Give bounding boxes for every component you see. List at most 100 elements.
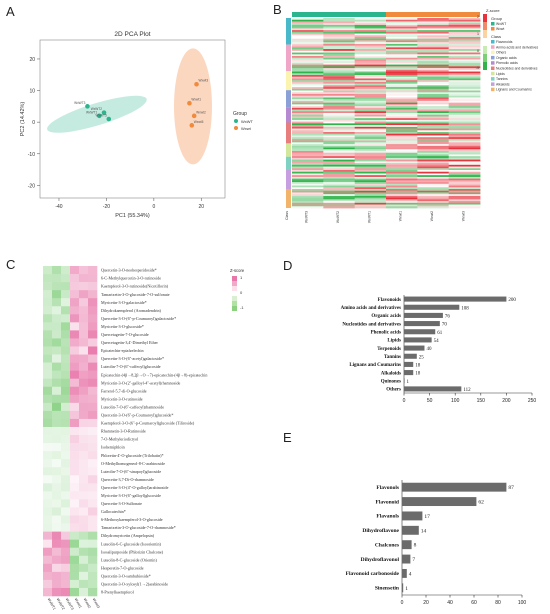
heatmap-cell xyxy=(417,56,450,59)
heatmap-cell xyxy=(448,142,481,145)
heatmap-cell xyxy=(354,90,387,93)
heatmap-cell xyxy=(323,52,356,55)
row-label: Epicatechin-(4β→8,2β→O→7)-epicatechin-(4… xyxy=(101,372,207,378)
heatmap-cell xyxy=(88,435,98,444)
heatmap-cell xyxy=(386,62,418,66)
heatmap-cell xyxy=(292,95,324,98)
heatmap-cell xyxy=(386,135,418,138)
heatmap-cell xyxy=(354,71,387,74)
heatmap-cell xyxy=(354,154,387,157)
column-label: Wxwt3 xyxy=(92,598,101,609)
heatmap-cell xyxy=(79,491,89,500)
heatmap-cell xyxy=(354,170,387,173)
heatmap-cell xyxy=(323,38,356,41)
heatmap-cell xyxy=(354,126,387,129)
heatmap-cell xyxy=(292,31,324,34)
heatmap-cell xyxy=(386,144,418,147)
category-label: Sinensetin xyxy=(375,586,399,592)
heatmap-cell xyxy=(70,555,80,565)
heatmap-cell xyxy=(70,499,80,508)
class-legend-swatch xyxy=(491,66,495,70)
heatmap-cell xyxy=(448,144,481,147)
heatmap-cell xyxy=(61,298,71,307)
column-label: WxWT2 xyxy=(336,211,340,223)
heatmap-cell xyxy=(323,185,356,188)
bar xyxy=(402,568,407,578)
heatmap-cell xyxy=(386,164,418,167)
heatmap-cell xyxy=(52,266,62,275)
heatmap-cell xyxy=(323,90,356,93)
heatmap-cell xyxy=(386,151,418,154)
y-tick-label: 10 xyxy=(29,89,35,95)
heatmap-cell xyxy=(386,119,418,123)
heatmap-cell xyxy=(417,121,450,124)
x-tick-label: 80 xyxy=(495,600,501,606)
heatmap-cell xyxy=(417,145,450,148)
heatmap-cell xyxy=(323,31,356,34)
legend-entry: WxWT xyxy=(241,119,254,124)
heatmap-cell xyxy=(323,175,356,178)
heatmap-cell xyxy=(323,159,356,162)
heatmap-cell xyxy=(292,170,324,173)
heatmap-cell xyxy=(354,35,387,38)
heatmap-cell xyxy=(52,338,62,347)
heatmap-cell xyxy=(417,183,450,186)
x-tick-label: 150 xyxy=(477,398,486,404)
heatmap-cell xyxy=(354,50,387,53)
heatmap-cell xyxy=(323,187,356,190)
row-label: Myricetin-3-O-(6''-galloyl)glucoside xyxy=(101,493,161,498)
heatmap-cell xyxy=(448,30,481,33)
heatmap-cell xyxy=(448,21,481,24)
row-annotation-label: Class xyxy=(285,211,289,220)
heatmap-cell xyxy=(79,555,89,565)
heatmap-cell xyxy=(323,30,356,33)
heatmap-cell xyxy=(323,18,356,21)
heatmap-cell xyxy=(417,75,450,78)
heatmap-cell xyxy=(354,100,387,104)
heatmap-cell xyxy=(386,106,418,109)
row-label: Dihydrokaempferol (Aromadendrin) xyxy=(101,308,162,313)
zscore-tick-label: 2 xyxy=(477,15,479,19)
heatmap-cell xyxy=(79,266,89,275)
column-label: WxWT1 xyxy=(367,211,371,223)
heatmap-cell xyxy=(292,156,324,159)
column-label: WxWT3 xyxy=(305,211,309,223)
heatmap-cell xyxy=(61,491,71,500)
heatmap-cell xyxy=(354,202,387,205)
column-label: Wxwt1 xyxy=(399,211,403,221)
heatmap-cell xyxy=(323,116,356,119)
heatmap-cell xyxy=(292,76,324,79)
heatmap-cell xyxy=(448,128,481,131)
heatmap-cell xyxy=(448,61,481,64)
heatmap-cell xyxy=(323,94,356,97)
zscore-gradient-step xyxy=(232,281,237,286)
heatmap-cell xyxy=(88,467,98,476)
heatmap-cell xyxy=(292,161,324,164)
pca-point xyxy=(191,113,197,119)
heatmap-cell xyxy=(43,475,53,484)
heatmap-cell xyxy=(52,523,62,532)
heatmap-cell xyxy=(417,119,450,123)
heatmap-cell xyxy=(386,166,418,169)
heatmap-cell xyxy=(323,49,356,52)
heatmap-cell xyxy=(79,322,89,331)
heatmap-cell xyxy=(43,322,53,331)
heatmap-cell xyxy=(386,56,418,59)
heatmap-cell xyxy=(292,106,324,109)
heatmap-cell xyxy=(43,571,53,581)
heatmap-cell xyxy=(292,85,324,88)
heatmap-cell xyxy=(448,102,481,105)
heatmap-cell xyxy=(354,18,387,21)
x-tick-label: 0 xyxy=(152,204,155,210)
heatmap-cell xyxy=(448,163,481,166)
heatmap-cell xyxy=(79,435,89,444)
heatmap-cell xyxy=(448,71,481,74)
heatmap-cell xyxy=(323,114,356,117)
heatmap-cell xyxy=(88,274,98,283)
heatmap-cell xyxy=(448,126,481,129)
heatmap-cell xyxy=(79,451,89,460)
heatmap-cell xyxy=(88,563,98,573)
heatmap-cell xyxy=(70,483,80,492)
heatmap-cell xyxy=(354,42,387,45)
heatmap-cell xyxy=(386,40,418,43)
